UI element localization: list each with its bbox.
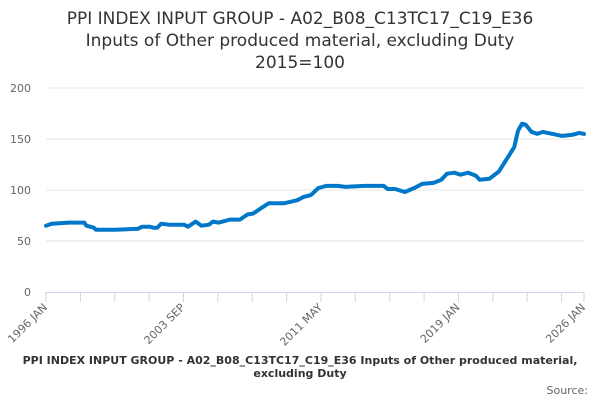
data-point (445, 172, 449, 176)
line-chart: 0 50 100 150 200 1996 JAN 2003 SEP 2011 MAY 201… (5, 82, 588, 349)
data-point (529, 130, 534, 134)
data-point (251, 211, 255, 216)
data-point (67, 221, 71, 225)
data-point (174, 223, 179, 227)
data-point (136, 227, 140, 231)
data-point (295, 198, 300, 202)
data-point (238, 217, 242, 222)
data-point (82, 221, 86, 225)
x-tick-label: 2003 SEP (142, 301, 188, 347)
data-point (207, 223, 211, 227)
data-point (245, 212, 249, 217)
data-point (362, 184, 367, 188)
data-point (50, 222, 54, 226)
chart-title: PPI INDEX INPUT GROUP - A02_B08_C13TC17_… (0, 8, 600, 74)
data-point (560, 134, 564, 138)
data-point (335, 184, 340, 188)
y-axis: 0 50 100 150 200 (10, 82, 31, 299)
data-point (582, 132, 586, 136)
data-point (324, 184, 328, 188)
data-point (520, 122, 524, 126)
data-point (159, 222, 163, 226)
y-tick-label: 150 (10, 133, 31, 146)
data-point (199, 224, 204, 228)
x-tick-label: 2011 MAY (277, 301, 325, 349)
data-point (535, 132, 539, 136)
data-point (155, 226, 159, 230)
data-point (516, 129, 520, 133)
data-point (113, 228, 117, 232)
data-point (194, 220, 198, 224)
data-point (94, 228, 98, 232)
data-point (217, 221, 221, 225)
data-point (140, 225, 144, 229)
footer-title: PPI INDEX INPUT GROUP - A02_B08_C13TC17_… (22, 354, 578, 380)
data-point (228, 217, 232, 222)
chart-title-line-3: 2015=100 (255, 53, 345, 73)
chart-title-line-1: PPI INDEX INPUT GROUP - A02_B08_C13TC17_… (66, 9, 534, 29)
data-point (92, 226, 96, 230)
data-point (148, 225, 152, 229)
y-tick-label: 200 (10, 82, 31, 95)
data-point (497, 170, 501, 174)
y-tick-label: 100 (10, 184, 31, 197)
data-point (211, 220, 215, 224)
data-point (504, 157, 509, 161)
data-point (282, 201, 286, 205)
data-point (512, 145, 516, 149)
data-point (309, 193, 313, 197)
data-point (386, 187, 390, 191)
data-point (167, 223, 171, 227)
data-point (541, 130, 545, 134)
data-point (186, 225, 190, 229)
data-point (474, 174, 478, 178)
chart-title-line-2: Inputs of Other produced material, exclu… (85, 31, 515, 51)
data-point (487, 177, 491, 181)
data-point (84, 224, 88, 228)
data-point (266, 201, 271, 205)
data-point (259, 206, 263, 210)
data-point (412, 186, 416, 190)
series-group (44, 121, 586, 232)
data-point (182, 223, 186, 227)
data-point (420, 182, 424, 186)
x-axis: 1996 JAN 2003 SEP 2011 MAY 2019 JAN 2026 JAN (5, 292, 588, 349)
data-point (431, 181, 436, 185)
data-point (151, 226, 156, 230)
x-tick-label: 1996 JAN (5, 301, 50, 346)
data-point (403, 190, 407, 194)
data-point (439, 178, 443, 182)
data-point (393, 187, 397, 191)
data-point (524, 123, 528, 127)
data-point (301, 195, 305, 199)
y-tick-label: 50 (17, 235, 31, 248)
x-tick-label: 2026 JAN (543, 301, 588, 346)
data-point (577, 131, 581, 135)
data-point (570, 133, 574, 137)
data-point (343, 185, 347, 189)
series-line (44, 121, 586, 232)
source-label: Source: (546, 384, 589, 397)
data-point (458, 173, 463, 177)
data-point (316, 186, 321, 190)
data-point (382, 184, 386, 188)
x-tick-label: 2019 JAN (418, 301, 463, 346)
data-point (551, 132, 555, 136)
y-tick-label: 0 (24, 286, 31, 299)
data-point (466, 171, 470, 175)
data-point (453, 171, 457, 175)
data-point (44, 224, 48, 228)
data-point (478, 178, 482, 182)
